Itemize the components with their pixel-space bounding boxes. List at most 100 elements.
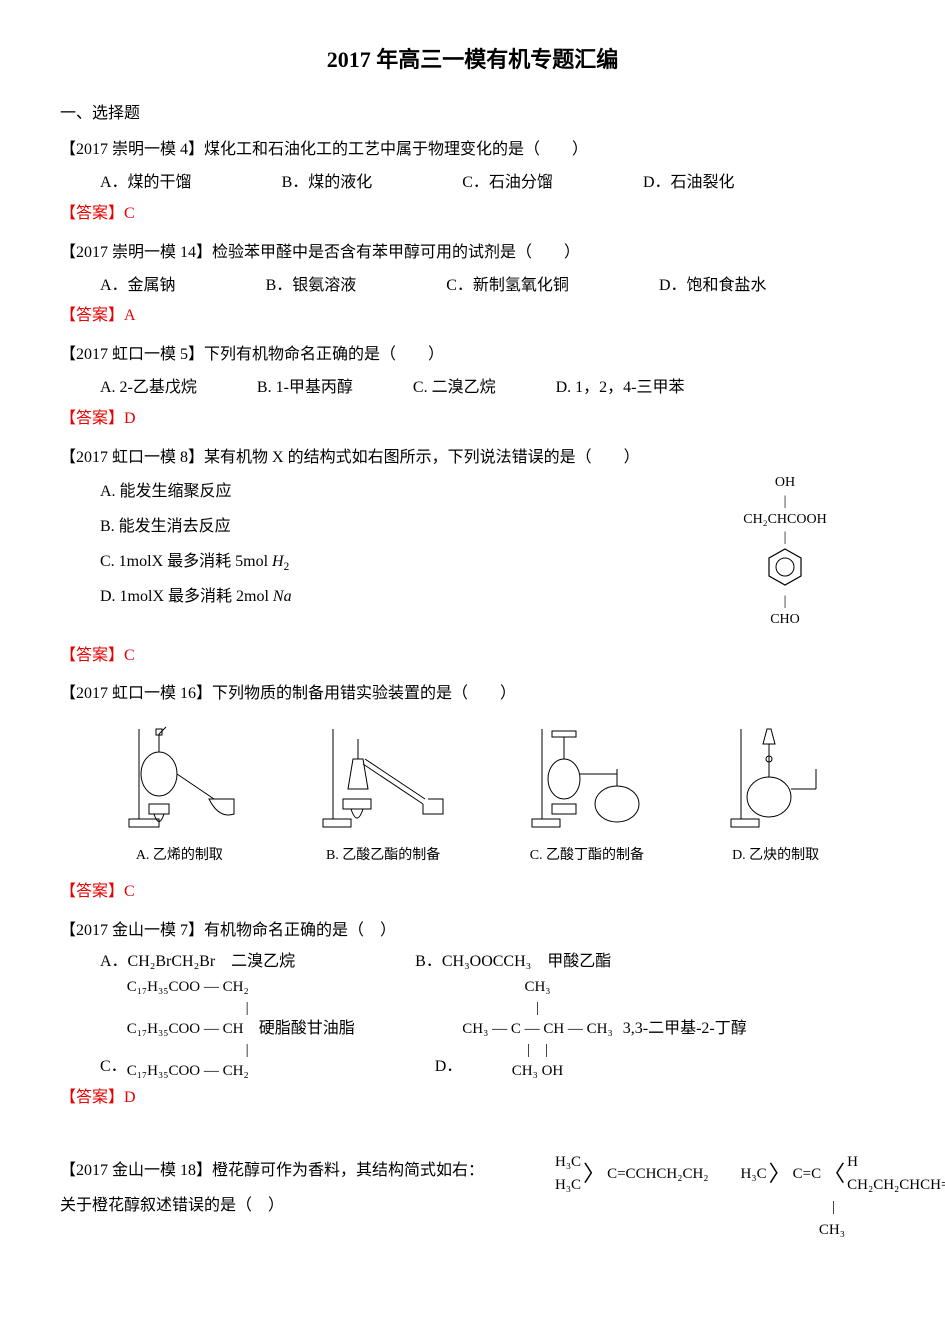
q1-answer: 【答案】C: [60, 200, 885, 229]
page-title: 2017 年高三一模有机专题汇编: [60, 40, 885, 80]
q7-fig-ch3-4: CH₃: [555, 1219, 845, 1242]
q3-source: 【2017 虹口一模 5】: [60, 346, 204, 363]
q4-structure-figure: OH | CH₂CHCOOH | | CHO: [715, 474, 855, 629]
q6-opt-b: B．CH₃OOCCH₃ 甲酸乙酯: [415, 948, 611, 977]
q6-c-line2: C₁₇H₃₅COO — CH: [127, 1019, 249, 1040]
q4-c-text: C. 1molX 最多消耗 5mol: [100, 553, 272, 570]
apparatus-b-caption: B. 乙酸乙酯的制备: [313, 843, 453, 868]
apparatus-c-caption: C. 乙酸丁酯的制备: [522, 843, 652, 868]
q4-fig-oh: OH: [715, 474, 855, 492]
q6-row1: A．CH₂BrCH₂Br 二溴乙烷 B．CH₃OOCCH₃ 甲酸乙酯: [100, 948, 885, 977]
q7-fig-ch3-2: H₃C: [555, 1174, 581, 1197]
question-6: 【2017 金山一模 7】有机物命名正确的是（ ）: [60, 917, 885, 946]
question-5: 【2017 虹口一模 16】下列物质的制备用错实验装置的是（ ）: [60, 680, 885, 709]
q4-c-formula: H: [272, 553, 284, 570]
q4-source: 【2017 虹口一模 8】: [60, 449, 204, 466]
answer-value: C: [124, 883, 135, 900]
q3-answer: 【答案】D: [60, 405, 885, 434]
q2-opt-a: A．金属钠: [100, 272, 176, 301]
answer-label: 【答案】: [60, 410, 124, 427]
answer-value: D: [124, 1089, 136, 1106]
q2-stem: 检验苯甲醛中是否含有苯甲醇可用的试剂是（ ）: [212, 244, 580, 261]
apparatus-c: C. 乙酸丁酯的制备: [522, 719, 652, 868]
answer-label: 【答案】: [60, 205, 124, 222]
answer-value: D: [124, 410, 136, 427]
q7-fig-chain2: CH₂CH₂CHCH=CH₂: [847, 1174, 945, 1197]
apparatus-a: A. 乙烯的制取: [114, 719, 244, 868]
answer-label: 【答案】: [60, 883, 124, 900]
q6-stem: 有机物命名正确的是（ ）: [204, 922, 396, 939]
q1-opt-b: B．煤的液化: [282, 169, 373, 198]
apparatus-d: D. 乙炔的制取: [721, 719, 831, 868]
q6-d-line2: CH₃ — C — CH — CH₃: [462, 1019, 612, 1040]
q2-answer: 【答案】A: [60, 302, 885, 331]
q7-source: 【2017 金山一模 18】: [60, 1162, 212, 1179]
q2-opt-d: D．饱和食盐水: [659, 272, 767, 301]
q3-options: A. 2-乙基戊烷 B. 1-甲基丙醇 C. 二溴乙烷 D. 1，2，4-三甲苯: [100, 374, 885, 403]
apparatus-c-icon: [522, 719, 652, 839]
q3-opt-a: A. 2-乙基戊烷: [100, 374, 197, 403]
q4-answer: 【答案】C: [60, 642, 885, 671]
q4-fig-cho: CHO: [715, 611, 855, 629]
q7-fig-h: H: [847, 1151, 945, 1174]
q1-opt-c: C．石油分馏: [462, 169, 553, 198]
q6-source: 【2017 金山一模 7】: [60, 922, 204, 939]
q4-d-formula: Na: [273, 588, 292, 605]
q6-d-line3: CH₃ OH: [462, 1061, 612, 1082]
q6-answer: 【答案】D: [60, 1084, 885, 1113]
q1-opt-a: A．煤的干馏: [100, 169, 192, 198]
question-2: 【2017 崇明一模 14】检验苯甲醛中是否含有苯甲醇可用的试剂是（ ）: [60, 239, 885, 268]
question-3: 【2017 虹口一模 5】下列有机物命名正确的是（ ）: [60, 341, 885, 370]
q6-d-name: 3,3-二甲基-2-丁醇: [623, 1015, 747, 1044]
question-1: 【2017 崇明一模 4】煤化工和石油化工的工艺中属于物理变化的是（ ）: [60, 136, 885, 165]
q7-fig-ch3-3: H₃C: [741, 1163, 767, 1186]
q2-opt-b: B．银氨溶液: [266, 272, 357, 301]
q5-apparatus-row: A. 乙烯的制取 B. 乙酸乙酯的制备 C. 乙酸丁酯: [80, 719, 865, 868]
question-4: 【2017 虹口一模 8】某有机物 X 的结构式如右图所示，下列说法错误的是（ …: [60, 444, 885, 473]
q6-c-name: 硬脂酸甘油脂: [259, 1015, 355, 1044]
q4-fig-chain: CH₂CHCOOH: [715, 511, 855, 529]
q6-d-label: D．: [435, 1053, 463, 1082]
q7-fig-cc: C=C: [793, 1163, 821, 1186]
q1-stem: 煤化工和石油化工的工艺中属于物理变化的是（ ）: [204, 141, 588, 158]
q6-c-line3: C₁₇H₃₅COO — CH₂: [127, 1061, 249, 1082]
q1-opt-d: D．石油裂化: [643, 169, 735, 198]
q6-c-line1: C₁₇H₃₅COO — CH₂: [127, 977, 249, 998]
answer-value: C: [124, 205, 135, 222]
q5-stem: 下列物质的制备用错实验装置的是（ ）: [212, 685, 516, 702]
q6-c-label: C．: [100, 1053, 127, 1082]
q7-fig-chain1: C=CCHCH₂CH₂: [607, 1163, 708, 1186]
q7-structure-figure: H₃C H₃C 〉 C=CCHCH₂CH₂ H₃C 〉 C=C 〈 H CH₂C…: [555, 1151, 875, 1241]
q5-source: 【2017 虹口一模 16】: [60, 685, 212, 702]
q1-options: A．煤的干馏 B．煤的液化 C．石油分馏 D．石油裂化: [100, 169, 885, 198]
benzene-ring-icon: [765, 547, 805, 587]
answer-label: 【答案】: [60, 647, 124, 664]
answer-value: A: [124, 307, 136, 324]
q5-answer: 【答案】C: [60, 878, 885, 907]
q7-stem-1: 橙花醇可作为香料，其结构简式如右：: [212, 1162, 484, 1179]
q6-opt-a: A．CH₂BrCH₂Br 二溴乙烷: [100, 948, 295, 977]
section-heading: 一、选择题: [60, 100, 885, 129]
q3-opt-d: D. 1，2，4-三甲苯: [556, 374, 685, 403]
answer-value: C: [124, 647, 135, 664]
apparatus-a-caption: A. 乙烯的制取: [114, 843, 244, 868]
q3-opt-c: C. 二溴乙烷: [413, 374, 496, 403]
answer-label: 【答案】: [60, 1089, 124, 1106]
q2-opt-c: C．新制氢氧化铜: [446, 272, 569, 301]
answer-label: 【答案】: [60, 307, 124, 324]
apparatus-b: B. 乙酸乙酯的制备: [313, 719, 453, 868]
q7-fig-ch3-1: H₃C: [555, 1151, 581, 1174]
q3-opt-b: B. 1-甲基丙醇: [257, 374, 353, 403]
q2-options: A．金属钠 B．银氨溶液 C．新制氢氧化铜 D．饱和食盐水: [100, 272, 885, 301]
q4-d-text: D. 1molX 最多消耗 2mol: [100, 588, 273, 605]
q6-opt-d: D． CH₃ | CH₃ — C — CH — CH₃ | | CH₃ OH 3…: [435, 977, 747, 1082]
q3-stem: 下列有机物命名正确的是（ ）: [204, 346, 444, 363]
q4-stem: 某有机物 X 的结构式如右图所示，下列说法错误的是（ ）: [204, 449, 640, 466]
q6-d-line1: CH₃: [462, 977, 612, 998]
apparatus-b-icon: [313, 719, 453, 839]
q1-source: 【2017 崇明一模 4】: [60, 141, 204, 158]
apparatus-d-caption: D. 乙炔的制取: [721, 843, 831, 868]
q6-opt-c: C． C₁₇H₃₅COO — CH₂ | C₁₇H₃₅COO — CH | C₁…: [100, 977, 355, 1082]
apparatus-d-icon: [721, 719, 831, 839]
q4-c-sub: 2: [284, 561, 290, 573]
